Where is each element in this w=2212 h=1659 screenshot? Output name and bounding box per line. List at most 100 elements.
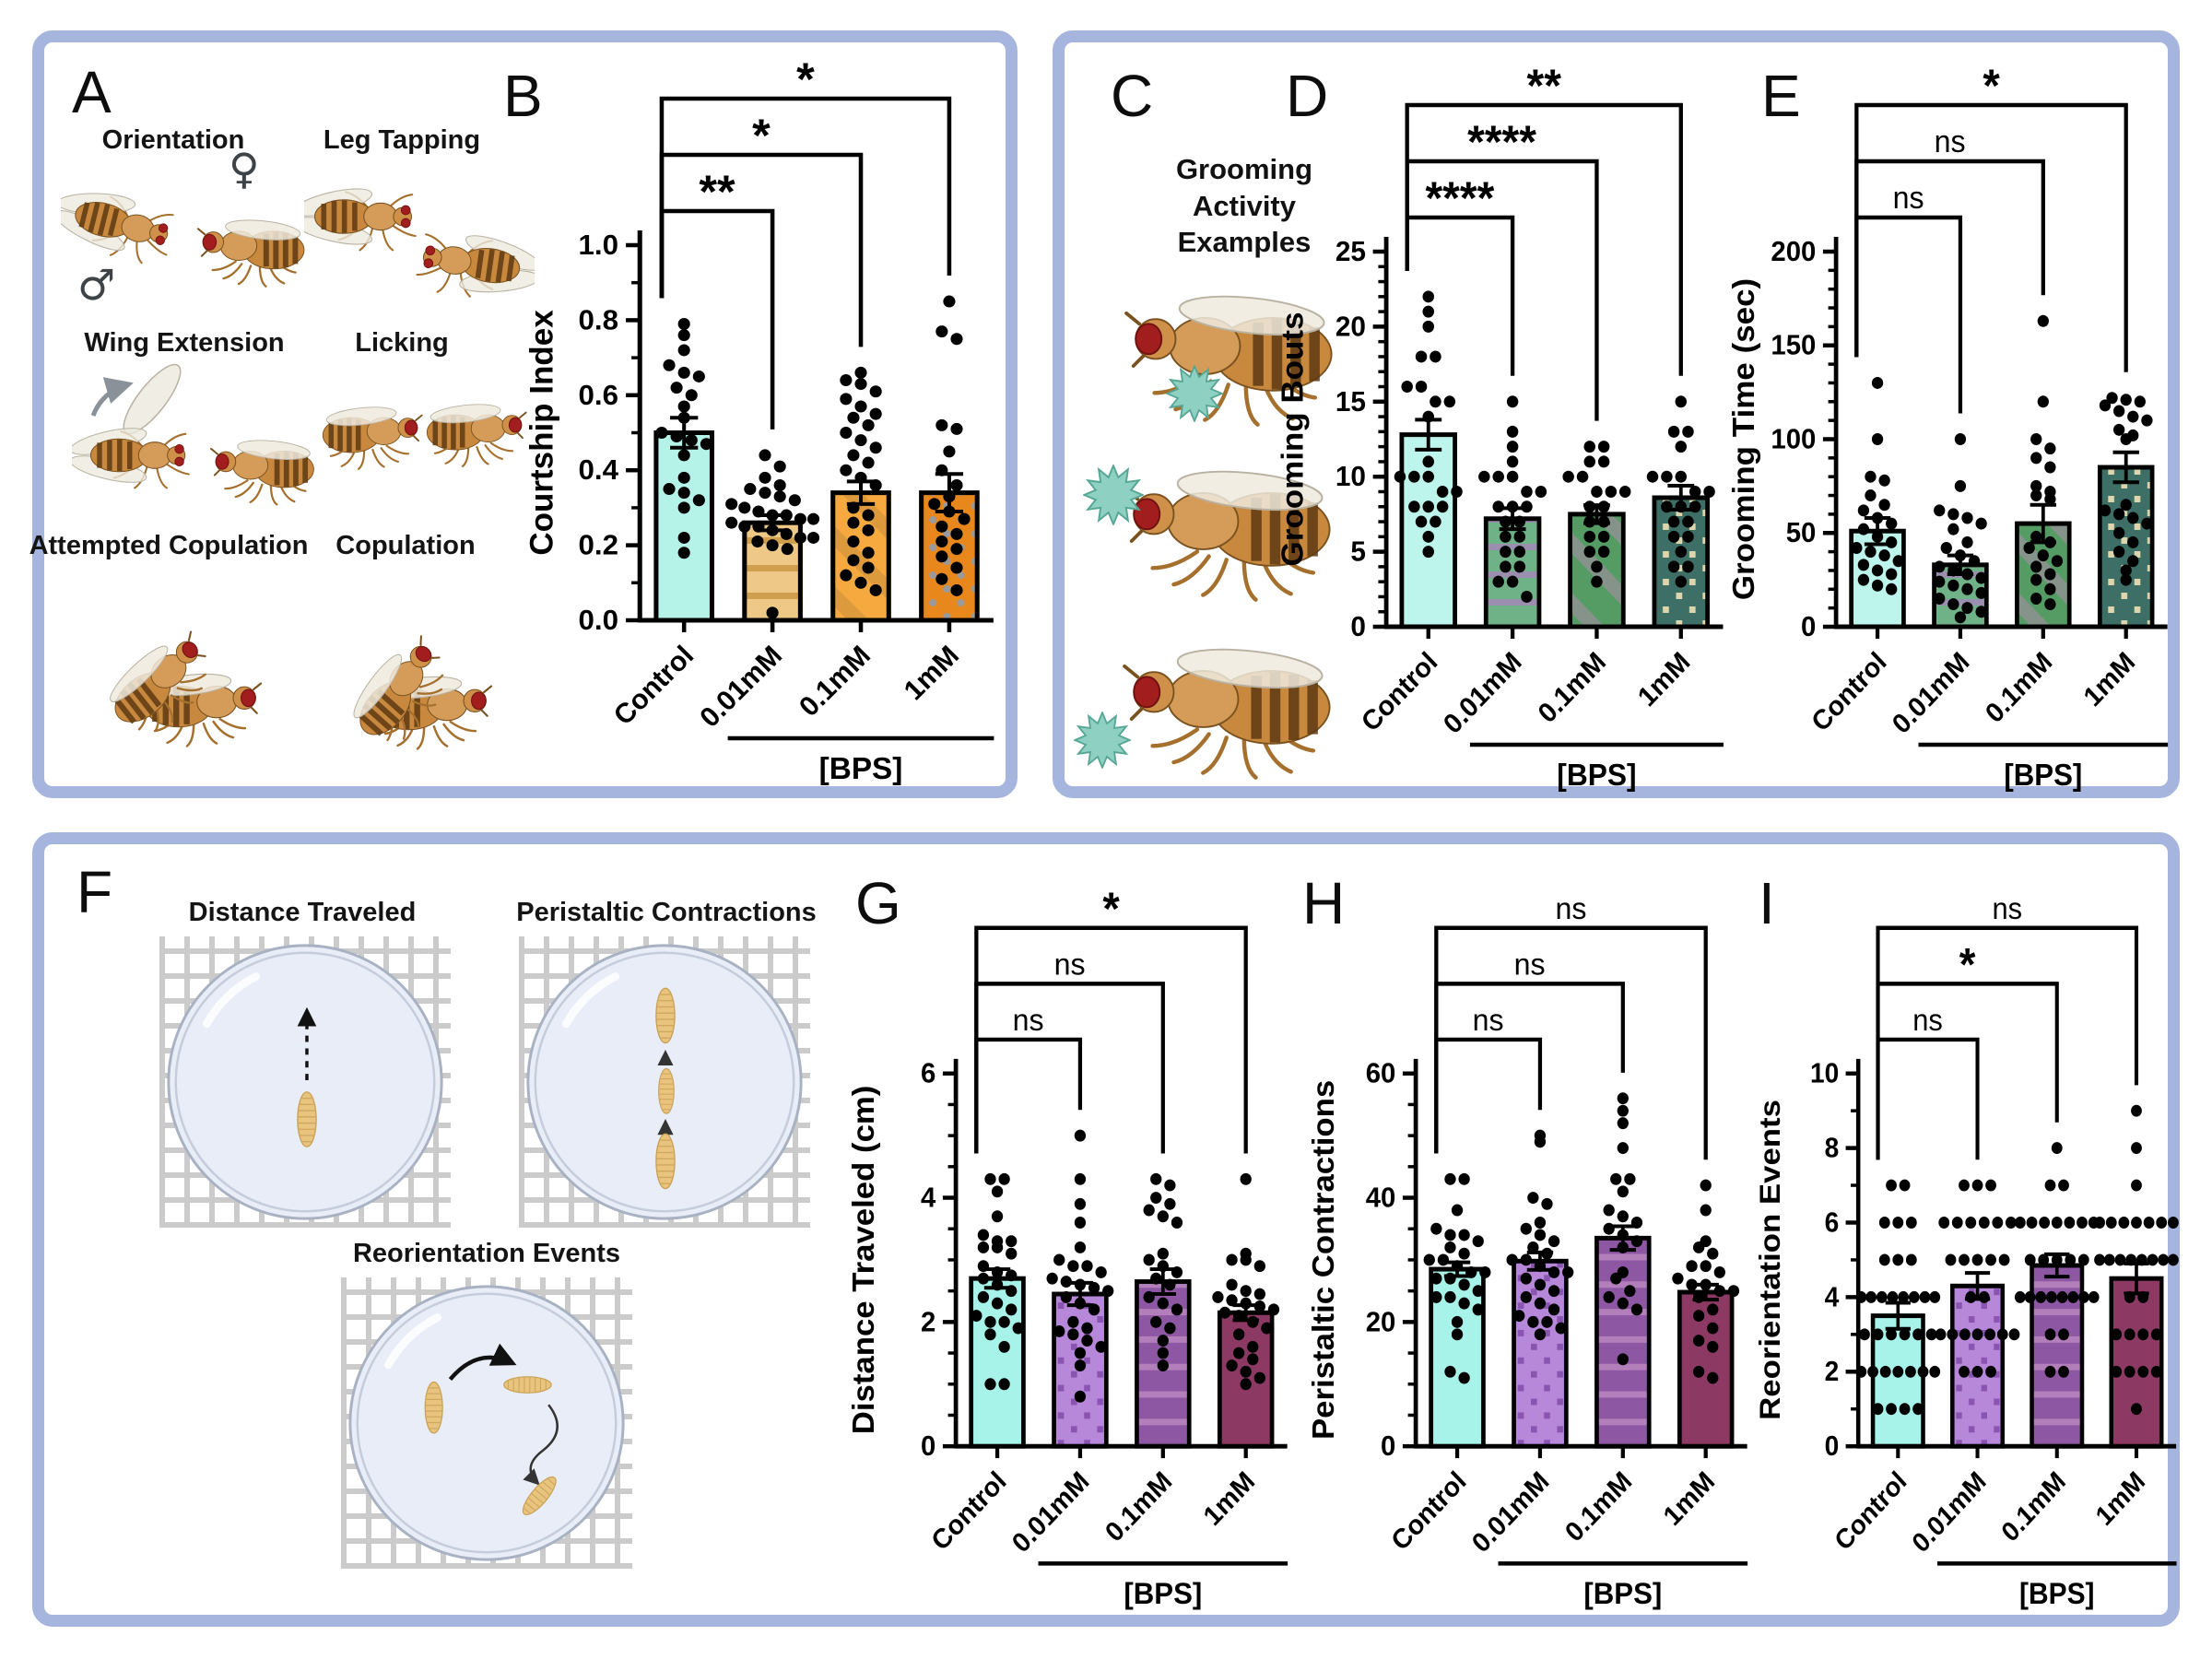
svg-text:Control: Control — [1806, 647, 1892, 738]
svg-text:20: 20 — [1335, 311, 1366, 343]
svg-text:0: 0 — [921, 1430, 935, 1462]
svg-text:10: 10 — [1335, 461, 1366, 493]
svg-text:0: 0 — [1825, 1430, 1840, 1462]
svg-text:0.0: 0.0 — [579, 604, 618, 636]
behavior-title-attempted-copulation: Attempted Copulation — [29, 531, 309, 560]
svg-text:0.8: 0.8 — [579, 304, 618, 336]
svg-text:1mM: 1mM — [1658, 1466, 1721, 1532]
svg-text:6: 6 — [921, 1058, 935, 1089]
svg-text:0.01mM: 0.01mM — [1466, 1466, 1555, 1559]
svg-text:[BPS]: [BPS] — [819, 752, 903, 786]
svg-text:0.01mM: 0.01mM — [1438, 646, 1528, 740]
svg-text:Control: Control — [608, 641, 700, 732]
svg-text:[BPS]: [BPS] — [1557, 758, 1636, 792]
panel-letter-D: D — [1286, 63, 1329, 129]
fly-illustration-copulation — [325, 570, 542, 772]
svg-text:ns: ns — [1473, 1002, 1504, 1037]
svg-text:10: 10 — [1810, 1058, 1839, 1089]
svg-text:0.2: 0.2 — [579, 529, 618, 561]
panel-letter-B: B — [503, 63, 543, 129]
svg-text:0.1mM: 0.1mM — [1996, 1465, 2072, 1547]
svg-text:Courtship Index: Courtship Index — [524, 310, 559, 556]
svg-text:*: * — [796, 56, 815, 105]
svg-text:1mM: 1mM — [1632, 646, 1696, 712]
grooming-title-line2: Activity — [1193, 189, 1296, 222]
svg-text:200: 200 — [1771, 236, 1816, 267]
svg-text:1mM: 1mM — [2090, 1465, 2150, 1532]
fly-illustration-orientation: ♂ ♀ — [61, 147, 310, 317]
svg-text:0.6: 0.6 — [579, 379, 618, 411]
svg-text:0: 0 — [1381, 1430, 1395, 1462]
svg-text:8: 8 — [1825, 1132, 1840, 1163]
chart-reorientation-events: 0 2 4 6 8 10 Reorientation Events Control 0.01mM… — [1751, 886, 2186, 1618]
svg-text:ns: ns — [1013, 1002, 1044, 1037]
svg-text:**: ** — [1527, 63, 1562, 112]
svg-text:ns: ns — [1935, 124, 1966, 159]
panel-letter-F: F — [76, 859, 113, 925]
svg-text:150: 150 — [1771, 330, 1816, 361]
panel-letter-A: A — [72, 59, 112, 125]
svg-text:*: * — [1959, 940, 1976, 991]
panel-letter-C: C — [1111, 63, 1154, 129]
svg-text:ns: ns — [1893, 181, 1924, 216]
larval-title-reorientation: Reorientation Events — [352, 1239, 621, 1268]
chart-distance-traveled: 0 2 4 6 Distance Traveled (cm) Control 0.01mM 0… — [844, 886, 1298, 1618]
svg-text:ns: ns — [1054, 947, 1086, 982]
svg-text:Grooming Time (sec): Grooming Time (sec) — [1727, 278, 1761, 600]
svg-text:*: * — [1102, 886, 1120, 935]
svg-text:1mM: 1mM — [899, 641, 965, 707]
svg-text:****: **** — [1425, 173, 1495, 224]
chart-grooming-time: 0 50 100 150 200 Grooming Time (sec) Control 0.… — [1724, 63, 2178, 800]
svg-text:60: 60 — [1366, 1058, 1396, 1089]
svg-text:*: * — [752, 110, 771, 161]
svg-text:50: 50 — [1786, 518, 1817, 549]
svg-text:ns: ns — [1556, 890, 1587, 925]
chart-grooming-bouts: 0 5 10 15 20 25 Grooming Bouts Control 0.01mM 0.1… — [1273, 63, 1734, 800]
svg-text:0.01mM: 0.01mM — [1888, 647, 1976, 740]
dish-distance-traveled — [159, 936, 451, 1228]
svg-text:1.0: 1.0 — [579, 229, 618, 261]
fly-illustration-licking — [321, 370, 542, 508]
svg-text:40: 40 — [1366, 1182, 1396, 1214]
svg-text:0.1mM: 0.1mM — [1559, 1466, 1638, 1548]
svg-text:6: 6 — [1825, 1206, 1840, 1238]
grooming-title-line1: Grooming — [1175, 153, 1313, 185]
dish-reorientation-events — [341, 1277, 632, 1569]
svg-text:0.01mM: 0.01mM — [1907, 1465, 1992, 1559]
svg-text:0.1mM: 0.1mM — [1100, 1466, 1178, 1548]
svg-text:1mM: 1mM — [1198, 1466, 1261, 1532]
chart-peristaltic-contractions: 0 20 40 60 Peristaltic Contractions Control 0.… — [1304, 886, 1758, 1618]
svg-text:0: 0 — [1801, 611, 1816, 642]
svg-text:[BPS]: [BPS] — [2004, 758, 2082, 792]
svg-text:*: * — [1983, 63, 1999, 112]
svg-text:Control: Control — [926, 1466, 1012, 1557]
panel-box-grooming: C D E Grooming Activity Examples — [1053, 30, 2180, 798]
svg-text:Distance Traveled (cm): Distance Traveled (cm) — [847, 1086, 881, 1435]
svg-text:0.1mM: 0.1mM — [1981, 647, 2058, 729]
behavior-title-licking: Licking — [355, 328, 449, 358]
svg-text:Peristaltic Contractions: Peristaltic Contractions — [1307, 1080, 1341, 1440]
svg-text:20: 20 — [1366, 1307, 1396, 1338]
svg-text:[BPS]: [BPS] — [2019, 1577, 2095, 1611]
behavior-title-copulation: Copulation — [335, 531, 476, 560]
fly-illustration-wing-extension — [58, 360, 316, 522]
grooming-title-line3: Examples — [1177, 226, 1312, 259]
panel-letter-G: G — [855, 870, 901, 936]
svg-text:25: 25 — [1335, 235, 1366, 267]
panel-box-larval: F G H I Distance Traveled Peristaltic Co… — [32, 832, 2180, 1627]
svg-text:4: 4 — [1825, 1281, 1840, 1312]
svg-text:0.01mM: 0.01mM — [1006, 1466, 1095, 1559]
svg-text:Control: Control — [1356, 646, 1443, 737]
chart-courtship-index: 0.0 0.2 0.4 0.6 0.8 1.0 Courtship Index Control… — [521, 56, 1005, 794]
grooming-examples-title: Grooming Activity Examples — [1176, 151, 1312, 261]
svg-text:15: 15 — [1335, 385, 1366, 418]
svg-text:4: 4 — [921, 1182, 936, 1214]
svg-text:100: 100 — [1771, 424, 1816, 455]
svg-text:Grooming Bouts: Grooming Bouts — [1276, 312, 1310, 566]
svg-text:0.1mM: 0.1mM — [1533, 646, 1612, 729]
larval-title-peristaltic: Peristaltic Contractions — [516, 898, 817, 927]
svg-text:[BPS]: [BPS] — [1583, 1576, 1662, 1610]
svg-text:2: 2 — [921, 1307, 935, 1338]
svg-text:1mM: 1mM — [2078, 647, 2141, 713]
